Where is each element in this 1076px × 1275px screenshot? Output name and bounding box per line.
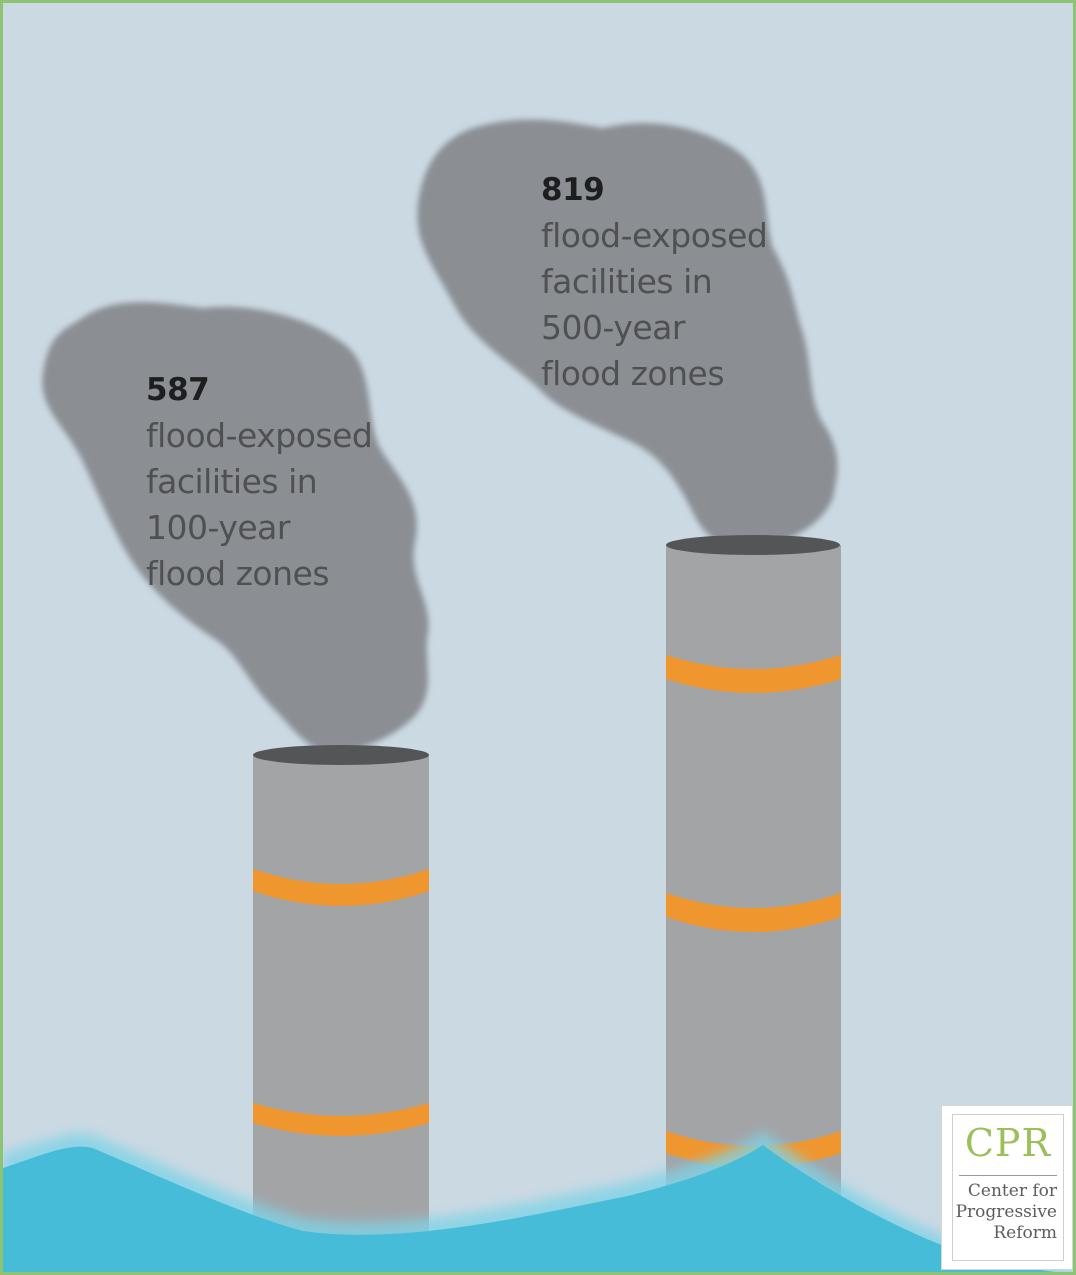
right-stack-line-3: 500-year xyxy=(541,308,685,347)
chimney-left xyxy=(253,745,429,1272)
smoke-cloud-right xyxy=(417,119,838,549)
cpr-logo-name-line-3: Reform xyxy=(993,1223,1057,1243)
left-stack-line-3: 100-year xyxy=(146,508,290,547)
left-stack-count: 587 xyxy=(146,372,210,408)
flood-water xyxy=(3,1145,1055,1272)
cpr-logo-name-line-1: Center for xyxy=(967,1181,1057,1201)
cpr-logo-inner: CPR Center for Progressive Reform xyxy=(952,1114,1064,1261)
cpr-logo-rule xyxy=(959,1175,1057,1176)
right-stack-count: 819 xyxy=(541,172,605,208)
left-stack-line-1: flood-exposed xyxy=(146,416,373,455)
cpr-logo-acronym: CPR xyxy=(964,1121,1052,1165)
right-stack-line-2: facilities in xyxy=(541,262,713,301)
cpr-logo-name-line-2: Progressive xyxy=(955,1202,1057,1222)
left-stack-label: 587 flood-exposed facilities in 100-year… xyxy=(146,367,373,597)
smoke-cloud-left xyxy=(42,302,429,755)
left-stack-line-2: facilities in xyxy=(146,462,318,501)
cpr-logo: CPR Center for Progressive Reform xyxy=(941,1105,1073,1270)
cpr-logo-name: Center for Progressive Reform xyxy=(956,1181,1057,1244)
right-stack-line-4: flood zones xyxy=(541,354,725,393)
left-stack-line-4: flood zones xyxy=(146,554,330,593)
right-stack-label: 819 flood-exposed facilities in 500-year… xyxy=(541,167,768,397)
right-stack-line-1: flood-exposed xyxy=(541,216,768,255)
smokestack-illustration xyxy=(3,3,1073,1272)
